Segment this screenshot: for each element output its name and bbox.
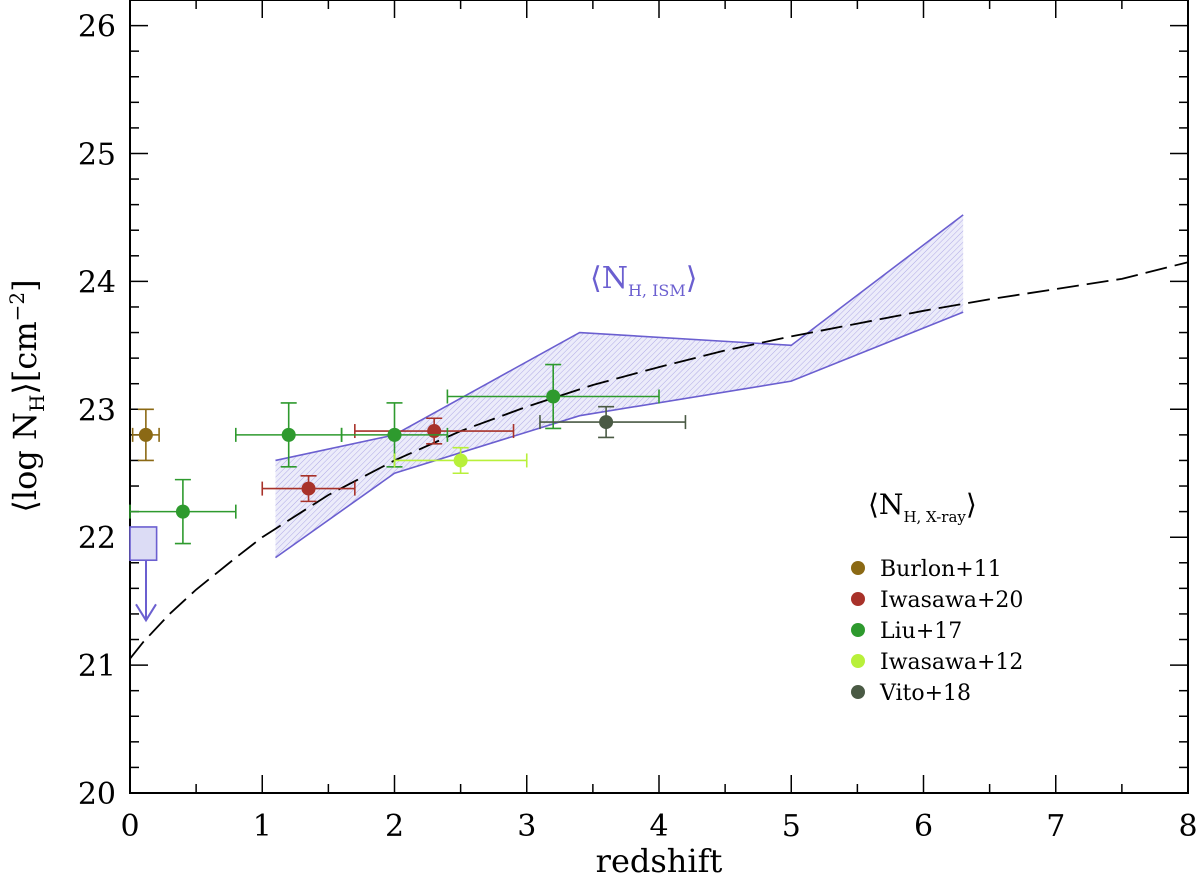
y-axis-title: ⟨log NH⟩[cm−2] xyxy=(5,279,49,512)
data-point-Liu+17 xyxy=(235,402,343,468)
legend-item: Burlon+11 xyxy=(851,557,1002,582)
upper-limit-layer xyxy=(129,526,158,623)
x-tick-label: 1 xyxy=(253,809,272,844)
x-tick-label: 0 xyxy=(120,809,139,844)
data-point-Liu+17 xyxy=(340,402,449,468)
ism-annotation-open: ⟨N xyxy=(590,261,628,296)
data-marker xyxy=(599,415,614,430)
legend-item: Liu+17 xyxy=(851,619,962,644)
legend-label: Liu+17 xyxy=(880,619,962,644)
y-tick-label: 24 xyxy=(78,265,116,300)
x-tick-label: 5 xyxy=(782,809,801,844)
y-axis-title-sup: −2 xyxy=(5,292,29,321)
y-tick-label: 25 xyxy=(78,137,116,172)
data-points-layer xyxy=(129,363,687,545)
legend-label: Iwasawa+12 xyxy=(880,650,1023,675)
data-marker xyxy=(175,504,190,519)
legend: ⟨NH, X-ray⟩ Burlon+11 Iwasawa+20 Liu+17 Iwa… xyxy=(851,488,1023,706)
legend-title: ⟨NH, X-ray⟩ xyxy=(868,488,977,526)
ism-annotation-sub: H, ISM xyxy=(628,281,686,300)
data-point-Liu+17 xyxy=(446,363,660,430)
upper-limit-box xyxy=(129,526,158,562)
data-point-Burlon+11 xyxy=(131,408,160,462)
upper-limit-arrow-head xyxy=(135,603,157,623)
legend-label: Vito+18 xyxy=(879,681,971,706)
y-tick-label: 23 xyxy=(78,393,116,428)
y-axis-title-close: ] xyxy=(6,279,44,291)
data-point-Iwasawa+20 xyxy=(261,474,356,503)
x-tick-label: 3 xyxy=(517,809,536,844)
legend-swatch xyxy=(851,592,865,606)
x-tick-label: 4 xyxy=(649,809,668,844)
y-tick-label: 21 xyxy=(78,649,116,684)
data-marker xyxy=(138,427,153,442)
legend-title-close: ⟩ xyxy=(966,488,977,521)
data-marker xyxy=(281,427,296,442)
legend-title-sub: H, X-ray xyxy=(903,508,966,526)
legend-title-open: ⟨N xyxy=(868,488,903,521)
data-marker xyxy=(453,453,468,468)
ism-band-upper xyxy=(275,214,964,462)
x-tick-label: 6 xyxy=(914,809,933,844)
axis-ticks xyxy=(129,0,1189,794)
legend-item: Iwasawa+12 xyxy=(851,650,1023,675)
legend-swatch xyxy=(851,685,865,699)
legend-swatch xyxy=(851,561,865,575)
y-tick-label: 22 xyxy=(78,521,116,556)
ism-band-lower xyxy=(275,311,964,559)
y-tick-label: 26 xyxy=(78,10,116,45)
data-point-Vito+18 xyxy=(539,405,687,439)
y-axis-title-main: ⟨log N xyxy=(6,412,44,513)
legend-label: Burlon+11 xyxy=(880,557,1002,582)
ism-annotation-close: ⟩ xyxy=(686,261,698,296)
ism-band-layer xyxy=(275,214,964,559)
data-marker xyxy=(546,389,561,404)
x-tick-label: 8 xyxy=(1178,809,1197,844)
y-axis-title-sub: H xyxy=(25,395,49,412)
legend-swatch xyxy=(851,623,865,637)
x-tick-label: 7 xyxy=(1046,809,1065,844)
x-axis-title: redshift xyxy=(596,842,723,880)
ism-band-fill xyxy=(275,214,964,558)
data-point-Iwasawa+12 xyxy=(393,446,528,475)
legend-item: Iwasawa+20 xyxy=(851,588,1023,613)
data-marker xyxy=(301,481,316,496)
legend-swatch xyxy=(851,654,865,668)
legend-items: Burlon+11 Iwasawa+20 Liu+17 Iwasawa+12 Vito+… xyxy=(851,557,1023,706)
ism-annotation: ⟨NH, ISM⟩ xyxy=(590,261,697,300)
legend-item: Vito+18 xyxy=(851,681,971,706)
x-tick-label: 2 xyxy=(385,809,404,844)
y-tick-label: 20 xyxy=(78,777,116,812)
legend-label: Iwasawa+20 xyxy=(880,588,1023,613)
data-point-Liu+17 xyxy=(129,478,237,545)
data-marker xyxy=(427,424,442,439)
y-axis-title-unit: ⟩[cm xyxy=(6,321,44,394)
data-marker xyxy=(387,427,402,442)
